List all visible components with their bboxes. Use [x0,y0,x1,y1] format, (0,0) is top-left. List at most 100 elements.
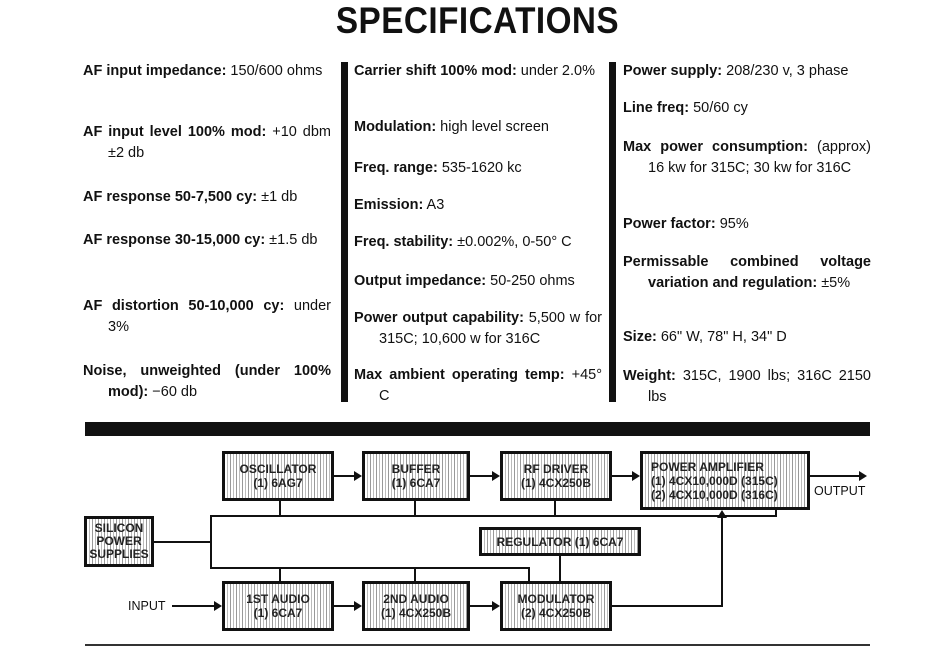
spec-item: Freq. stability: ±0.002%, 0-50° C [354,232,602,253]
spec-item: Weight: 315C, 1900 lbs; 316C 2150 lbs [623,366,871,408]
spec-value: under 2.0% [516,63,595,79]
block-label: RF DRIVER [523,462,589,476]
power-amplifier-block: POWER AMPLIFIER (1) 4CX10,000D (315C) (2) … [640,451,810,510]
spec-value: ±5% [817,275,851,291]
spec-value: 150/600 ohms [226,63,323,79]
spec-value: 208/230 v, 3 phase [722,63,849,79]
spec-label: Emission: [354,197,424,213]
spec-label: AF input level 100% mod: [83,124,267,140]
spec-label: AF response 30-15,000 cy: [83,232,266,248]
modulator-block: MODULATOR (2) 4CX250B [500,581,612,631]
block-label: REGULATOR (1) 6CA7 [496,534,624,549]
arrow-icon [214,601,222,611]
spec-item: AF response 50-7,500 cy: ±1 db [83,187,331,208]
spec-value: 535-1620 kc [437,160,522,176]
block-label: 2ND AUDIO [383,592,449,606]
spec-label: Modulation: [354,119,437,135]
spec-label: AF response 50-7,500 cy: [83,189,258,205]
spec-value: +10 dbm ±2 db [108,124,331,161]
spec-label: Freq. range: [354,160,438,176]
column-divider [341,62,348,402]
spec-value: high level screen [436,119,549,135]
spec-label: Output impedance: [354,273,487,289]
spec-label: Power output capability: [354,310,524,326]
spec-value: ±0.002%, 0-50° C [453,234,572,250]
spec-label: AF distortion 50-10,000 cy: [83,298,285,314]
spec-value: under 3% [108,298,331,335]
spec-value: 95% [715,216,749,232]
column-divider [609,62,616,402]
block-label: POWER AMPLIFIER [651,459,764,474]
spec-value: (approx) 16 kw for 315C; 30 kw for 316C [648,139,871,176]
block-label: 1ST AUDIO [246,592,310,606]
spec-item: Modulation: high level screen [354,117,602,138]
spec-value: +45° C [379,367,602,404]
spec-label: Freq. stability: [354,234,454,250]
spec-item: Noise, unweighted (under 100% mod): −60 … [83,361,331,403]
arrow-icon [492,601,500,611]
block-label: SILICON [94,521,144,535]
second-audio-block: 2ND AUDIO (1) 4CX250B [362,581,470,631]
input-label: INPUT [128,599,166,613]
page-title: SPECIFICATIONS [335,0,620,41]
spec-value: 315C, 1900 lbs; 316C 2150 lbs [648,368,871,405]
spec-label: Line freq: [623,100,690,116]
spec-value: ±1.5 db [265,232,318,248]
spec-value: 50/60 cy [689,100,748,116]
spec-label: Max ambient operating temp: [354,367,565,383]
arrow-icon [354,471,362,481]
spec-label: Max power consumption: [623,139,808,155]
spec-item: Freq. range: 535-1620 kc [354,158,602,179]
spec-label: Power factor: [623,216,716,232]
output-label: OUTPUT [814,484,866,498]
section-divider-bar [85,422,870,436]
spec-item: Power factor: 95% [623,214,871,235]
arrow-icon [859,471,867,481]
spec-value: ±1 db [257,189,298,205]
arrow-icon [354,601,362,611]
spec-value: −60 db [148,384,198,400]
rf-driver-block: RF DRIVER (1) 4CX250B [500,451,612,501]
spec-item: AF response 30-15,000 cy: ±1.5 db [83,230,331,251]
arrow-icon [632,471,640,481]
arrow-icon [717,510,727,518]
spec-item: Permissable combined voltage variation a… [623,252,871,294]
block-label: BUFFER [391,462,441,476]
block-label: MODULATOR [517,592,595,606]
spec-item: Size: 66" W, 78" H, 34" D [623,327,871,348]
spec-item: Power output capability: 5,500 w for 315… [354,308,602,350]
spec-item: AF input level 100% mod: +10 dbm ±2 db [83,122,331,164]
spec-item: AF input impedance: 150/600 ohms [83,61,331,82]
spec-label: Size: [623,329,657,345]
block-tube: (2) 4CX10,000D (316C) [651,487,778,502]
spec-value: 5,500 w for 315C; 10,600 w for 316C [379,310,603,347]
block-tube: (1) 4CX10,000D (315C) [651,473,778,488]
block-label: POWER [96,534,142,548]
spec-item: AF distortion 50-10,000 cy: under 3% [83,296,331,338]
spec-value: 66" W, 78" H, 34" D [656,329,787,345]
spec-label: Weight: [623,368,676,384]
regulator-block: REGULATOR (1) 6CA7 [479,527,641,556]
spec-value: A3 [423,197,445,213]
spec-item: Carrier shift 100% mod: under 2.0% [354,61,602,82]
spec-label: AF input impedance: [83,63,227,79]
spec-label: Noise, unweighted (under 100% mod): [83,363,331,400]
spec-label: Carrier shift 100% mod: [354,63,517,79]
block-tube: (2) 4CX250B [520,606,592,620]
buffer-block: BUFFER (1) 6CA7 [362,451,470,501]
spec-value: 50-250 ohms [486,273,575,289]
arrow-icon [492,471,500,481]
silicon-power-supplies-block: SILICON POWER SUPPLIES [84,516,154,567]
spec-label: Power supply: [623,63,723,79]
block-label: SUPPLIES [89,547,149,561]
first-audio-block: 1ST AUDIO (1) 6CA7 [222,581,334,631]
spec-item: Max power consumption: (approx) 16 kw fo… [623,137,871,179]
spec-item: Output impedance: 50-250 ohms [354,271,602,292]
block-tube: (1) 4CX250B [380,606,452,620]
block-tube: (1) 6CA7 [253,606,303,620]
block-tube: (1) 6AG7 [253,476,303,490]
spec-item: Power supply: 208/230 v, 3 phase [623,61,871,82]
spec-label: Permissable combined voltage variation a… [623,254,871,291]
spec-item: Line freq: 50/60 cy [623,98,871,119]
block-tube: (1) 4CX250B [520,476,592,490]
